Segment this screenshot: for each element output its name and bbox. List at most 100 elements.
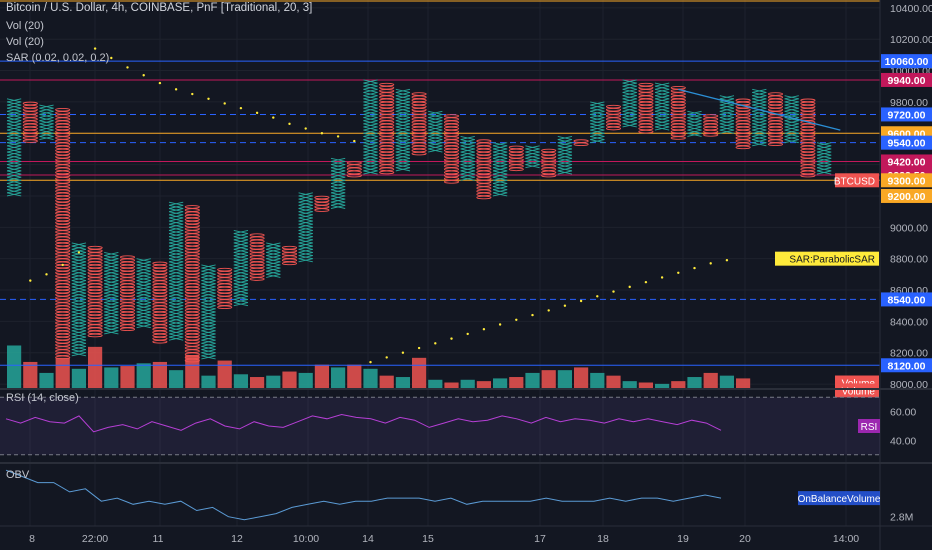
time-tick-label: 19 [677, 533, 689, 545]
pnf-x-box [71, 273, 87, 278]
pnf-o-box [119, 261, 136, 266]
pnf-o-box [411, 107, 427, 112]
pnf-x-box [816, 167, 832, 172]
pnf-x-box [590, 139, 605, 144]
pnf-x-box [201, 295, 216, 300]
pnf-o-box [55, 129, 71, 134]
pnf-x-box [784, 126, 799, 131]
pnf-x-box [233, 295, 249, 300]
time-tick-label: 15 [422, 533, 434, 545]
pnf-o-box [379, 158, 395, 162]
pnf-o-box [281, 252, 298, 256]
pnf-x-column [525, 145, 540, 169]
pnf-x-box [104, 283, 119, 288]
pnf-x-box [298, 198, 313, 203]
pnf-o-box [22, 111, 38, 115]
pnf-o-box [184, 311, 200, 316]
pnf-x-box [266, 245, 281, 250]
pnf-x-box [492, 192, 508, 197]
pnf-x-box [71, 258, 87, 263]
pnf-o-box [703, 117, 719, 121]
pnf-x-box [6, 132, 22, 137]
pnf-o-box [55, 211, 71, 215]
pnf-o-box [800, 136, 816, 140]
pnf-o-box [152, 302, 168, 306]
pnf-o-box [379, 86, 395, 90]
pnf-x-box [492, 189, 508, 194]
pnf-x-box [525, 154, 540, 159]
pnf-o-box [55, 283, 71, 288]
time-tick-label: 12 [231, 533, 243, 545]
indicator-legend-vol-2[interactable]: Vol (20) [6, 36, 44, 48]
pnf-x-box [654, 117, 670, 122]
volume-bar [217, 360, 232, 388]
sar-dot [353, 139, 356, 143]
pnf-x-box [104, 251, 119, 256]
pnf-x-box [330, 167, 346, 172]
pnf-x-box [136, 283, 151, 288]
pnf-x-box [687, 120, 702, 125]
pnf-x-box [201, 342, 216, 347]
sar-dot [482, 328, 486, 331]
pnf-x-box [266, 270, 281, 275]
pnf-x-box [622, 101, 637, 106]
pnf-x-box [168, 230, 184, 235]
indicator-legend-sar[interactable]: SAR (0.02, 0.02, 0.2) [6, 52, 110, 64]
pnf-o-box [670, 120, 686, 125]
pnf-o-box [22, 126, 38, 131]
chart-title[interactable]: Bitcoin / U.S. Dollar, 4h, COINBASE, PnF… [6, 2, 313, 14]
pnf-o-box [443, 126, 460, 131]
indicator-legend-vol-1[interactable]: Vol (20) [6, 20, 44, 32]
pnf-o-box [800, 167, 816, 172]
pnf-x-box [557, 157, 573, 162]
pnf-x-box [39, 132, 54, 137]
pnf-x-box [233, 283, 249, 288]
pnf-x-box [201, 270, 216, 275]
pnf-o-box [249, 267, 265, 272]
pnf-o-box [800, 107, 816, 112]
sar-dot [579, 299, 583, 303]
pnf-x-column [557, 135, 573, 175]
pnf-o-box [55, 236, 71, 241]
pnf-o-box [55, 133, 71, 137]
pnf-o-box [55, 123, 71, 128]
pnf-o-box [314, 205, 330, 209]
pnf-o-box [184, 314, 200, 319]
pnf-o-box [55, 142, 71, 147]
pnf-o-box [184, 214, 200, 219]
volume-bar [23, 361, 38, 388]
pnf-x-box [201, 355, 216, 360]
pnf-o-box [22, 101, 38, 106]
pnf-o-box [87, 274, 103, 278]
pnf-x-box [168, 267, 184, 272]
pnf-o-box [55, 277, 71, 281]
pnf-x-box [654, 92, 670, 97]
obv-legend[interactable]: OBV [6, 469, 30, 481]
pnf-o-box [249, 255, 265, 259]
pnf-x-box [687, 126, 702, 131]
pnf-o-box [87, 277, 103, 281]
pnf-x-box [492, 164, 508, 169]
pnf-o-box [379, 107, 395, 112]
price-badge-label: 10060.00 [885, 56, 929, 68]
pnf-o-box [411, 129, 427, 134]
pnf-x-box [168, 317, 184, 322]
pnf-o-box [411, 95, 427, 99]
sar-dot [417, 346, 421, 350]
pnf-o-box [55, 186, 71, 190]
pnf-o-box [184, 270, 200, 275]
pnf-o-box [476, 145, 492, 150]
rsi-legend[interactable]: RSI (14, close) [6, 392, 79, 404]
pnf-x-box [752, 104, 767, 109]
pnf-o-box [184, 330, 200, 335]
pnf-x-box [363, 161, 378, 166]
pnf-o-box [735, 142, 751, 147]
pnf-x-box [6, 114, 22, 119]
pnf-o-column [573, 139, 589, 147]
price-badge [881, 135, 932, 150]
pnf-o-box [55, 280, 71, 284]
sar-dot [677, 271, 680, 274]
pnf-x-box [6, 151, 22, 156]
pnf-o-box [184, 324, 200, 328]
